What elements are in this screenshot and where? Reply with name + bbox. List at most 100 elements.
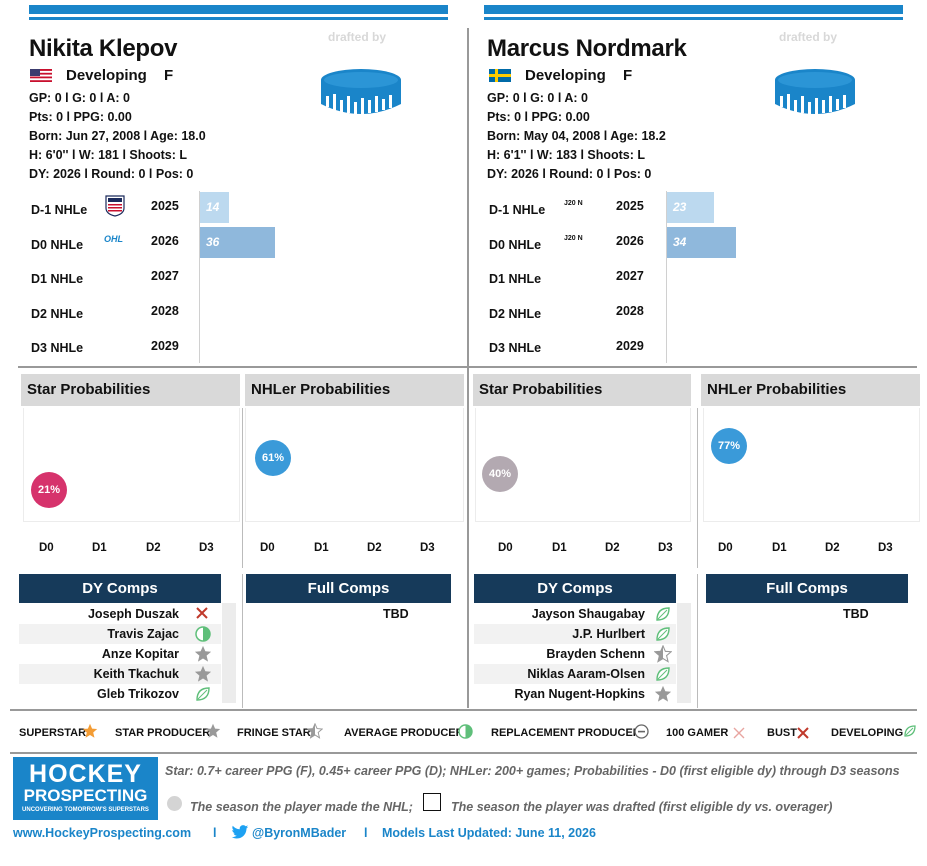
full-comps-left: TBD: [383, 607, 409, 621]
drafted-season-note: The season the player was drafted (first…: [451, 800, 833, 814]
legend-replacement-producer: REPLACEMENT PRODUCER: [491, 727, 641, 739]
definition-text: Star: 0.7+ career PPG (F), 0.45+ career …: [165, 764, 900, 778]
legend-star-producer: STAR PRODUCER: [115, 727, 211, 739]
comp-name: Keith Tkachuk: [93, 667, 179, 681]
row-label: D3 NHLe: [489, 341, 542, 355]
website-link[interactable]: www.HockeyProspecting.com: [13, 826, 192, 840]
d-label: D1: [314, 542, 329, 554]
left-top-bar: [29, 5, 448, 14]
d-label: D2: [825, 542, 840, 554]
d-label: D2: [367, 542, 382, 554]
fringe-star-icon: [653, 644, 673, 668]
stat-line-4-left: H: 6'0'' l W: 181 l Shoots: L: [29, 148, 188, 162]
hockey-prospecting-logo: HOCKEY PROSPECTING UNCOVERING TOMORROW'S…: [13, 757, 158, 820]
comp-name: Jayson Shaugabay: [531, 607, 645, 621]
row-label: D-1 NHLe: [31, 203, 88, 217]
legend-developing: DEVELOPING: [831, 727, 904, 739]
legend-top-line: [10, 709, 917, 711]
d-label: D2: [146, 542, 161, 554]
d-label: D3: [878, 542, 893, 554]
nhler-prob-header-right: NHLer Probabilities: [701, 374, 920, 406]
row-year: 2026: [616, 234, 644, 248]
stat-line-5-left: DY: 2026 l Round: 0 l Pos: 0: [29, 167, 194, 181]
legend-average-producer: AVERAGE PRODUCER: [344, 727, 464, 739]
star-prob-circle-left: 21%: [31, 472, 67, 508]
position-left: F: [164, 67, 174, 84]
left-top-bar-thin: [29, 17, 448, 20]
fringe-star-icon: [306, 722, 324, 744]
star-producer-icon: [654, 685, 672, 708]
legend-superstar: SUPERSTAR: [19, 727, 87, 739]
row-year: 2029: [151, 339, 179, 353]
twitter-icon: [231, 825, 249, 845]
row-label: D0 NHLe: [31, 238, 84, 252]
comp-row-bg: [474, 664, 676, 684]
row-year: 2029: [616, 339, 644, 353]
us-flag-icon: [30, 69, 52, 87]
comp-name: Travis Zajac: [107, 627, 179, 641]
nhler-panel-left: [245, 408, 464, 522]
scrollbar-right[interactable]: [677, 603, 691, 703]
section-divider: [18, 366, 917, 368]
comps-divider: [697, 574, 698, 708]
star-prob-header-left: Star Probabilities: [21, 374, 240, 406]
row-label: D2 NHLe: [31, 307, 84, 321]
comp-name: Ryan Nugent-Hopkins: [514, 687, 645, 701]
nhle-bar: 23: [667, 192, 714, 223]
row-label: D2 NHLe: [489, 307, 542, 321]
row-year: 2028: [616, 304, 644, 318]
nhler-prob-header-left: NHLer Probabilities: [245, 374, 464, 406]
row-year: 2025: [151, 199, 179, 213]
ushl-logo-icon: [105, 195, 125, 222]
row-label: D0 NHLe: [489, 238, 542, 252]
replacement-producer-icon: [634, 724, 649, 744]
row-year: 2026: [151, 234, 179, 248]
comp-name: Brayden Schenn: [546, 647, 645, 661]
d-label: D3: [658, 542, 673, 554]
row-label: D-1 NHLe: [489, 203, 546, 217]
nhl-season-note: The season the player made the NHL;: [190, 800, 413, 814]
status-right: Developing: [525, 67, 606, 84]
star-prob-header-right: Star Probabilities: [473, 374, 691, 406]
scrollbar-left[interactable]: [222, 603, 236, 703]
nhle-bar: 34: [667, 227, 736, 258]
d-label: D3: [420, 542, 435, 554]
stat-line-2-right: Pts: 0 l PPG: 0.00: [487, 110, 590, 124]
legend-bust: BUST: [767, 727, 797, 739]
nhler-panel-right: [703, 408, 920, 522]
comp-name: J.P. Hurlbert: [572, 627, 645, 641]
j20-logo-icon: J20 N: [564, 235, 583, 242]
d-label: D1: [552, 542, 567, 554]
comp-name: Niklas Aaram-Olsen: [527, 667, 645, 681]
developing-icon: [655, 666, 671, 687]
legend-bottom-line: [10, 752, 917, 754]
d-label: D0: [498, 542, 513, 554]
row-year: 2028: [151, 304, 179, 318]
stat-line-3-right: Born: May 04, 2008 l Age: 18.2: [487, 129, 666, 143]
bust-icon: [797, 726, 809, 744]
drafted-season-marker-icon: [423, 793, 441, 811]
bar-axis-right: [666, 191, 667, 363]
star-panel-left: [23, 408, 240, 522]
d-label: D1: [92, 542, 107, 554]
logo-tagline: UNCOVERING TOMORROW'S SUPERSTARS: [22, 807, 149, 813]
star-producer-icon: [194, 665, 212, 688]
star-producer-icon: [205, 723, 221, 744]
twitter-handle[interactable]: @ByronMBader: [252, 826, 347, 840]
center-divider: [467, 28, 469, 368]
average-producer-icon: [195, 626, 211, 647]
row-label: D3 NHLe: [31, 341, 84, 355]
row-label: D1 NHLe: [31, 272, 84, 286]
separator: l: [364, 826, 368, 840]
full-comps-right: TBD: [843, 607, 869, 621]
bust-icon: [195, 606, 209, 625]
ohl-logo-icon: OHL: [104, 234, 123, 244]
comp-row-bg: [19, 624, 221, 644]
d-label: D3: [199, 542, 214, 554]
legend-fringe-star: FRINGE STAR: [237, 727, 311, 739]
nhle-bar: 36: [200, 227, 275, 258]
d-label: D0: [718, 542, 733, 554]
100-gamer-icon: [733, 726, 745, 744]
comp-name: Anze Kopitar: [101, 647, 179, 661]
puck-icon: [772, 66, 858, 126]
